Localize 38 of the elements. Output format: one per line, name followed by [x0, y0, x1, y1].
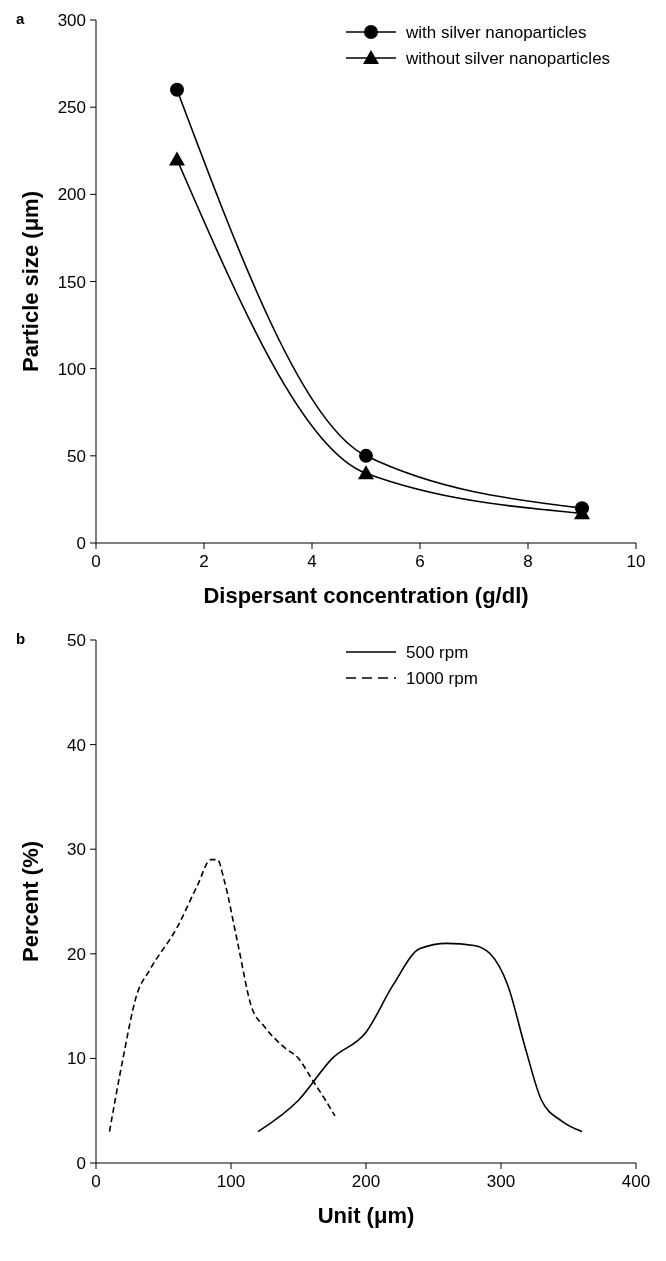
y-tick-label: 0: [76, 534, 86, 553]
y-tick-label: 300: [57, 11, 86, 30]
y-tick-label: 150: [57, 272, 86, 292]
y-tick-label: 50: [67, 631, 86, 650]
x-tick-label: 0: [91, 1172, 101, 1191]
point: [358, 465, 374, 480]
x-tick-label: 0: [91, 552, 101, 571]
y-tick-label: 200: [57, 185, 86, 205]
x-tick-label: 200: [351, 1172, 381, 1191]
x-tick-label: 8: [523, 552, 533, 571]
y-axis-title: Particle size (μm): [18, 191, 43, 372]
legend-label: without silver nanoparticles: [405, 49, 611, 68]
legend-label: with silver nanoparticles: [405, 23, 587, 42]
chart-title: a: [16, 10, 25, 27]
y-tick-label: 20: [67, 944, 86, 964]
x-tick-label: 2: [199, 552, 209, 571]
y-tick-label: 250: [57, 98, 86, 118]
x-tick-label: 4: [307, 552, 317, 571]
y-tick-label: 50: [67, 446, 86, 466]
y-tick-label: 100: [57, 359, 86, 379]
x-tick-label: 400: [621, 1172, 651, 1191]
chart-title: b: [16, 630, 26, 647]
x-axis-title: Dispersant concentration (g/dl): [203, 583, 529, 608]
legend-label: 1000 rpm: [406, 669, 478, 688]
y-axis-title: Percent (%): [18, 840, 43, 963]
x-axis-title: Unit (μm): [317, 1203, 415, 1228]
x-tick-label: 100: [216, 1172, 246, 1191]
point: [170, 82, 184, 97]
legend-label: 500 rpm: [406, 643, 469, 662]
y-tick-label: 0: [76, 1154, 86, 1173]
point: [169, 151, 185, 166]
point: [359, 448, 373, 463]
y-tick-label: 30: [67, 840, 86, 860]
x-tick-label: 10: [626, 552, 646, 571]
x-tick-label: 6: [415, 552, 425, 571]
x-tick-label: 300: [486, 1172, 516, 1191]
y-tick-label: 10: [67, 1049, 86, 1069]
y-tick-label: 40: [67, 735, 86, 755]
